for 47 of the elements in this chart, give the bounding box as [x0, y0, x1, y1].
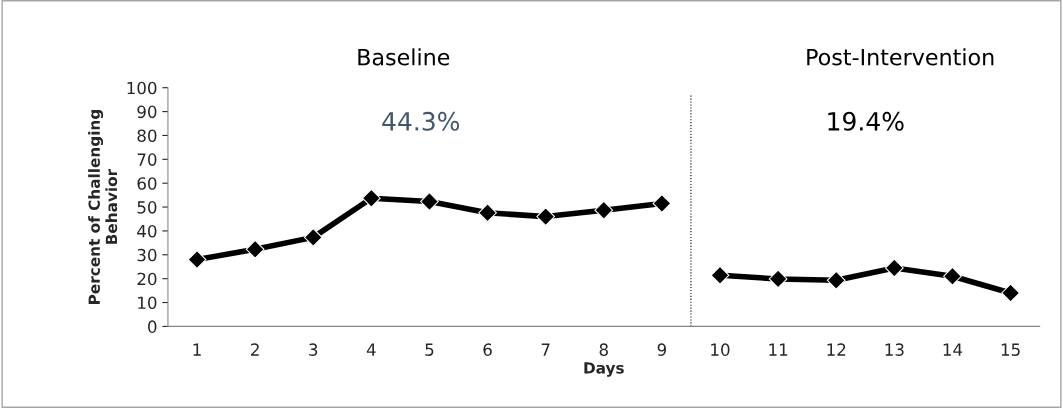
y-tick-label: 20: [137, 272, 157, 286]
point: [187, 250, 207, 269]
point: [536, 207, 556, 226]
point: [826, 270, 846, 290]
point: [594, 200, 614, 220]
x-tick-label: 3: [309, 343, 318, 356]
x-tick-label: 15: [1001, 343, 1020, 356]
y-tick-label: 40: [137, 224, 157, 238]
point: [361, 188, 381, 208]
x-tick-label: 11: [769, 343, 788, 356]
y-tick-label: 90: [137, 105, 157, 119]
y-tick-label: 100: [127, 81, 157, 95]
y-tick-label: 50: [137, 201, 157, 214]
y-tick-label: 0: [148, 320, 157, 333]
x-tick-label: 1: [193, 343, 201, 356]
point: [943, 266, 962, 286]
point: [768, 269, 788, 289]
x-tick-label: 13: [885, 343, 904, 356]
x-axis-title: Days: [584, 362, 624, 377]
x-tick-label: 2: [251, 343, 259, 356]
point: [478, 203, 497, 223]
x-tick-label: 10: [711, 343, 730, 356]
x-tick-label: 14: [943, 343, 963, 356]
point: [884, 258, 904, 278]
x-tick-label: 4: [366, 343, 376, 356]
annotation: 44.3%: [382, 111, 460, 131]
x-tick-label: 5: [425, 343, 434, 356]
point: [245, 239, 265, 259]
point: [303, 228, 323, 247]
point: [1001, 283, 1020, 303]
x-tick-label: 6: [483, 343, 492, 356]
point: [420, 192, 439, 211]
y-tick-label: 70: [137, 153, 157, 166]
y-tick-label: 10: [138, 296, 157, 310]
point: [710, 265, 730, 285]
text: Baseline: [358, 48, 450, 66]
point: [652, 194, 672, 213]
x-tick-label: 12: [827, 343, 846, 356]
annotation: 19.4%: [828, 111, 904, 131]
x-tick-label: 7: [541, 343, 550, 356]
x-tick-label: 9: [657, 343, 667, 356]
x-tick-label: 8: [599, 343, 608, 356]
y-tick-label: 60: [137, 177, 157, 190]
y-axis-title: Percent of Challenging Behavior: [88, 110, 118, 304]
y-tick-label: 30: [137, 248, 157, 262]
text: Post-Intervention: [807, 48, 994, 66]
y-tick-label: 80: [137, 129, 157, 143]
